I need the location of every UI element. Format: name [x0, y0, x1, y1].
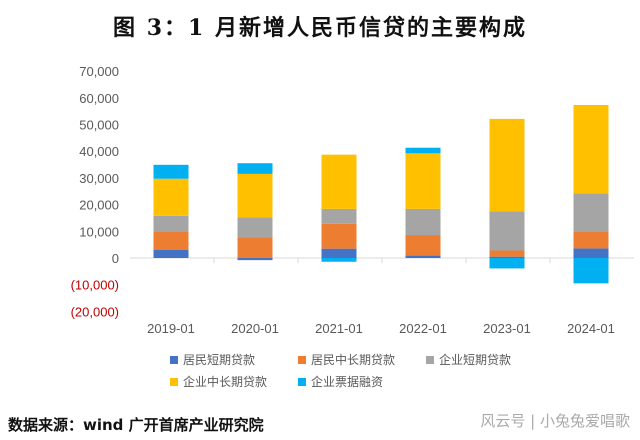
bar-segment — [573, 193, 609, 232]
bar-segment — [489, 256, 525, 258]
bar-segment — [489, 211, 525, 251]
y-tick-label: 30,000 — [79, 171, 119, 186]
legend-label: 居民中长期贷款 — [311, 352, 395, 367]
bar-segment — [321, 154, 357, 209]
bar-segment — [573, 248, 609, 258]
bar-segment — [153, 249, 189, 258]
legend-swatch — [170, 356, 178, 364]
y-tick-label: 60,000 — [79, 91, 119, 106]
x-tick-label: 2021-01 — [315, 321, 363, 336]
chart-title: 图 3：1 月新增人民币信贷的主要构成 — [113, 15, 527, 41]
y-tick-label: 10,000 — [79, 224, 119, 239]
legend-swatch — [170, 378, 178, 386]
y-tick-label: 50,000 — [79, 118, 119, 133]
bar-segment — [237, 163, 273, 174]
y-tick-label: 0 — [112, 251, 119, 266]
data-source: 数据来源：wind 广开首席产业研究院 — [8, 416, 264, 434]
bar-segment — [321, 223, 357, 249]
legend-swatch — [426, 356, 434, 364]
legend-swatch — [298, 356, 306, 364]
bar-segment — [321, 258, 357, 262]
x-tick-label: 2023-01 — [483, 321, 531, 336]
bar-segment — [573, 105, 609, 194]
bar-segment — [237, 258, 273, 261]
bar-segment — [237, 237, 273, 258]
bar-segment — [153, 178, 189, 216]
bar-segment — [321, 208, 357, 224]
x-tick-label: 2024-01 — [567, 321, 615, 336]
bar-segment — [405, 208, 441, 236]
bar-segment — [321, 248, 357, 258]
bar-segment — [405, 147, 441, 154]
bar-segment — [489, 258, 525, 269]
bar-segment — [405, 255, 441, 258]
y-tick-label: (10,000) — [71, 278, 119, 293]
bar-segment — [489, 118, 525, 212]
bar-segment — [405, 153, 441, 209]
legend-label: 居民短期贷款 — [183, 353, 255, 367]
x-tick-label: 2022-01 — [399, 321, 447, 336]
y-tick-label: 20,000 — [79, 198, 119, 213]
bar-segment — [153, 164, 189, 179]
bar-segment — [153, 215, 189, 232]
bar-segment — [237, 217, 273, 238]
x-tick-label: 2020-01 — [231, 321, 279, 336]
x-tick-label: 2019-01 — [147, 321, 195, 336]
legend-label: 企业短期贷款 — [439, 352, 511, 367]
bar-segment — [573, 258, 609, 284]
legend-swatch — [298, 378, 306, 386]
bar-segment — [573, 231, 609, 249]
y-tick-label: (20,000) — [71, 304, 119, 319]
y-tick-label: 70,000 — [79, 64, 119, 79]
bar-segment — [237, 173, 273, 218]
bar-segment — [153, 231, 189, 250]
bar-segment — [405, 235, 441, 256]
y-tick-label: 40,000 — [79, 144, 119, 159]
bar-segment — [489, 250, 525, 257]
watermark: 风云号 | 小兔兔爱唱歌 — [480, 412, 630, 430]
legend-label: 企业票据融资 — [311, 374, 383, 389]
legend-label: 企业中长期贷款 — [183, 374, 267, 389]
